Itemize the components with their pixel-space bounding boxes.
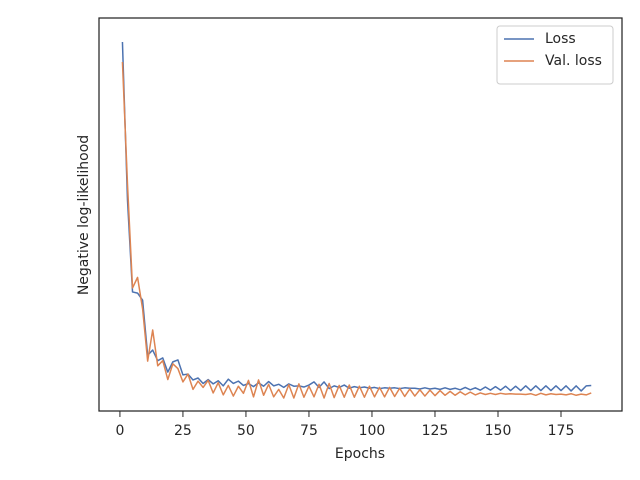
x-tick-label: 25 <box>174 423 192 439</box>
y-axis-label: Negative log-likelihood <box>76 135 92 295</box>
line-series <box>121 61 592 399</box>
x-tick-label: 50 <box>237 423 255 439</box>
x-tick-label: 0 <box>115 423 124 439</box>
x-tick-label: 175 <box>548 423 575 439</box>
x-tick-label: 100 <box>359 423 386 439</box>
x-tick-label: 150 <box>485 423 512 439</box>
legend-label: Val. loss <box>545 53 602 69</box>
plot-frame <box>98 17 623 412</box>
x-tick-label: 75 <box>300 423 318 439</box>
x-axis-label: Epochs <box>335 446 385 462</box>
line-series <box>121 41 592 392</box>
legend-label: Loss <box>545 31 576 47</box>
x-tick-label: 125 <box>422 423 449 439</box>
legend-box <box>496 25 614 85</box>
